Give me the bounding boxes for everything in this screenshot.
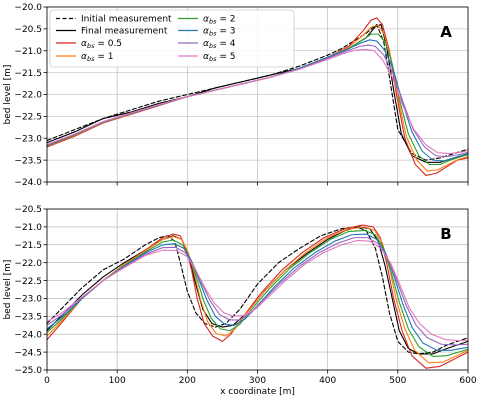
- panel-b: 0 100 200 300 400 500 600 −25.0 −24.5 −24.0 −23.5 −…: [3, 205, 477, 397]
- legend: Initial measurement Final measurement αbs …: [49, 9, 295, 68]
- legend-label: Initial measurement: [81, 15, 172, 25]
- x-tick-label: 600: [459, 376, 476, 386]
- legend-alpha-symbol: α: [203, 15, 209, 25]
- y-tick-label: −20.0: [14, 3, 42, 13]
- y-tick-label: −21.0: [14, 47, 42, 57]
- series-line-b-6: [46, 237, 469, 346]
- panel-label-a: A: [440, 23, 452, 41]
- panel-label-b: B: [440, 225, 451, 243]
- legend-alpha-subscript: bs: [209, 30, 217, 38]
- x-tick-label: 0: [44, 376, 50, 386]
- legend-alpha-value: = 2: [216, 15, 235, 25]
- legend-alpha-subscript: bs: [209, 18, 217, 26]
- legend-label: Final measurement: [81, 27, 168, 37]
- y-axis-label: bed level [m]: [3, 65, 13, 125]
- y-tick-label: −24.0: [14, 330, 42, 340]
- legend-label: αbs = 0.5: [81, 39, 122, 50]
- series-line-b-3: [46, 226, 469, 364]
- legend-label: αbs = 2: [203, 15, 235, 26]
- legend-alpha-symbol: α: [203, 27, 209, 37]
- legend-label: αbs = 1: [81, 52, 113, 63]
- x-tick-label: 300: [249, 376, 266, 386]
- series-line-b-0: [46, 226, 469, 355]
- legend-alpha-subscript: bs: [209, 42, 217, 50]
- legend-alpha-value: = 1: [94, 52, 113, 62]
- legend-alpha-value: = 5: [216, 52, 235, 62]
- y-tick-label: −25.0: [14, 366, 42, 376]
- y-tick-label: −22.5: [14, 113, 42, 123]
- legend-alpha-symbol: α: [203, 52, 209, 62]
- legend-alpha-subscript: bs: [209, 55, 217, 63]
- legend-alpha-subscript: bs: [87, 42, 95, 50]
- series-line-a-7: [46, 48, 469, 155]
- legend-alpha-subscript: bs: [87, 55, 95, 63]
- legend-label: αbs = 5: [203, 52, 235, 63]
- legend-alpha-value: = 4: [216, 39, 235, 49]
- y-tick-label: −21.5: [14, 69, 42, 79]
- y-tick-label: −20.5: [14, 25, 42, 35]
- legend-alpha-symbol: α: [203, 39, 209, 49]
- y-tick-label: −24.5: [14, 348, 42, 358]
- x-tick-label: 100: [109, 376, 126, 386]
- legend-label: αbs = 3: [203, 27, 235, 38]
- y-tick-label: −23.0: [14, 295, 42, 305]
- y-tick-label: −22.0: [14, 259, 42, 269]
- legend-alpha-symbol: α: [81, 39, 87, 49]
- y-tick-label: −22.0: [14, 91, 42, 101]
- y-tick-label: −20.5: [14, 205, 42, 215]
- series-line-b-2: [46, 224, 469, 369]
- y-axis-label: bed level [m]: [3, 260, 13, 320]
- legend-alpha-value: = 3: [216, 27, 235, 37]
- x-axis-label: x coordinate [m]: [220, 387, 295, 397]
- legend-box: [49, 9, 295, 68]
- y-tick-label: −23.5: [14, 313, 42, 323]
- series-line-b-4: [46, 229, 469, 357]
- legend-label: αbs = 4: [203, 39, 236, 50]
- x-tick-label: 200: [179, 376, 196, 386]
- legend-alpha-value: = 0.5: [94, 39, 122, 49]
- y-tick-label: −21.0: [14, 223, 42, 233]
- series-line-a-0: [46, 23, 469, 161]
- x-tick-label: 400: [319, 376, 336, 386]
- y-tick-label: −21.5: [14, 241, 42, 251]
- legend-alpha-symbol: α: [81, 52, 87, 62]
- y-tick-label: −24.0: [14, 178, 42, 188]
- y-tick-label: −22.5: [14, 277, 42, 287]
- y-tick-label: −23.5: [14, 156, 42, 166]
- y-tick-label: −23.0: [14, 134, 42, 144]
- series-line-b-7: [46, 239, 469, 342]
- x-tick-label: 500: [389, 376, 406, 386]
